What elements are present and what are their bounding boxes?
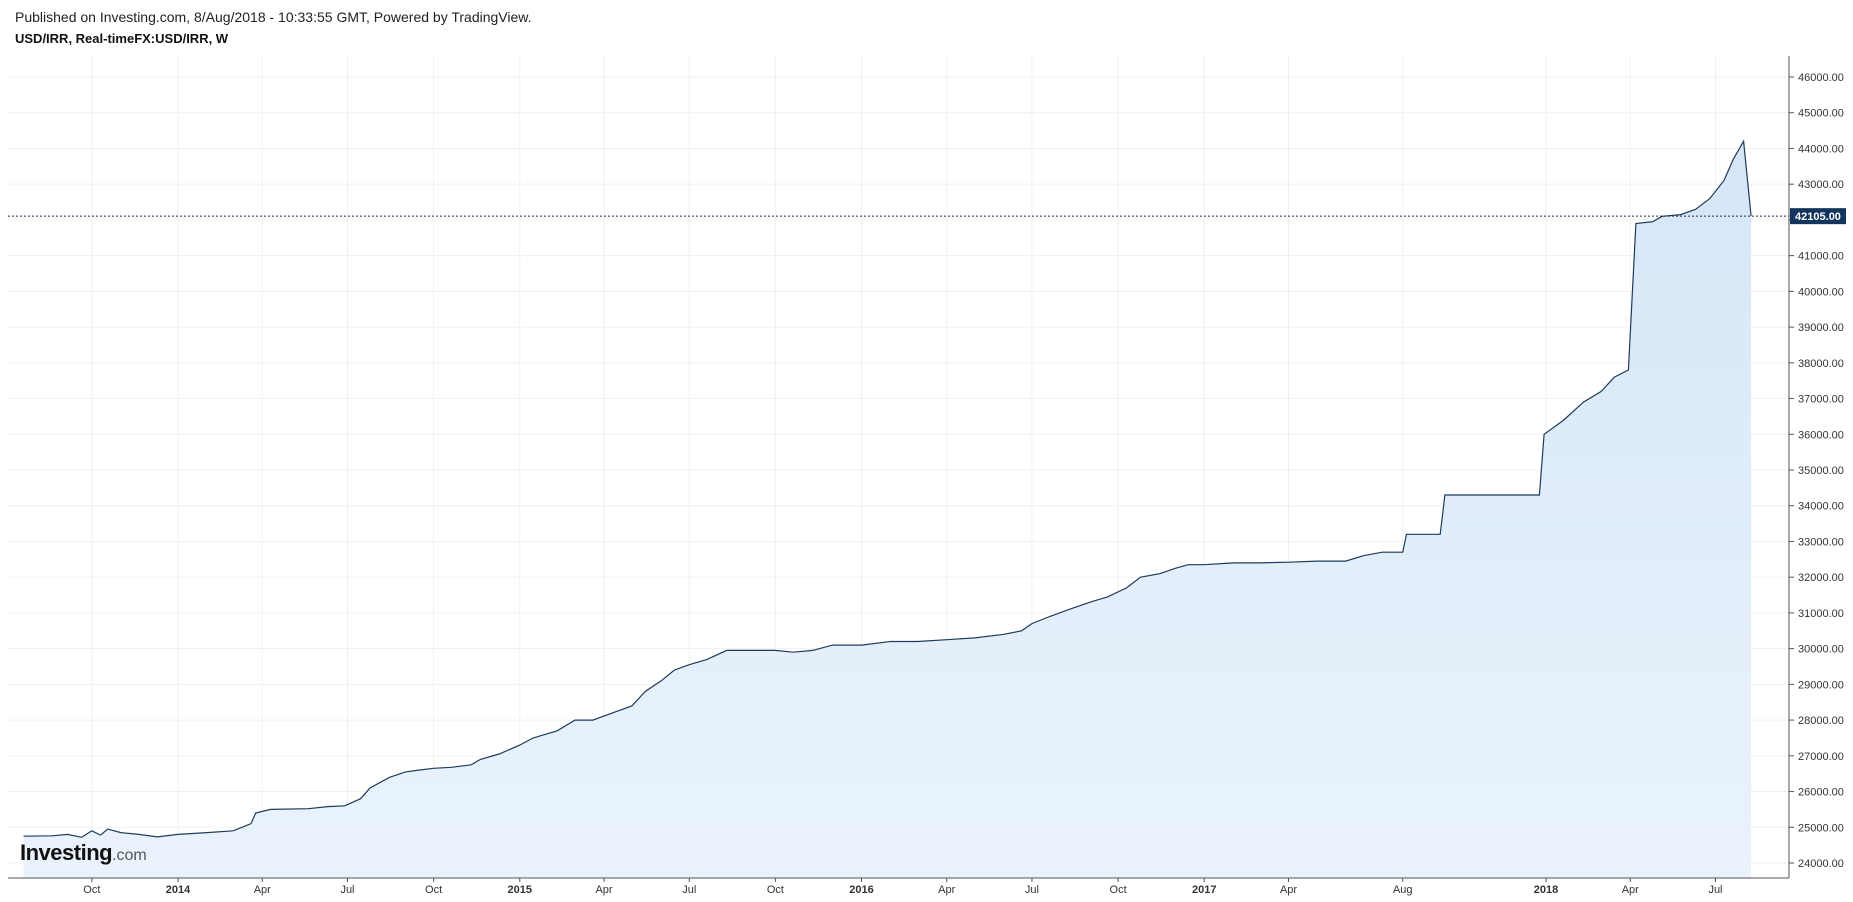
y-tick-label: 32000.00 xyxy=(1798,572,1844,584)
y-tick-label: 45000.00 xyxy=(1798,108,1844,120)
y-tick-label: 44000.00 xyxy=(1798,143,1844,155)
y-tick-label: 25000.00 xyxy=(1798,822,1844,834)
x-tick-label: Oct xyxy=(83,884,100,896)
published-info: Published on Investing.com, 8/Aug/2018 -… xyxy=(15,9,532,25)
y-tick-label: 34000.00 xyxy=(1798,501,1844,513)
series-line xyxy=(23,139,1752,838)
y-tick-label: 39000.00 xyxy=(1798,322,1844,334)
y-tick-label: 40000.00 xyxy=(1798,286,1844,298)
y-tick-label: 27000.00 xyxy=(1798,751,1844,763)
y-tick-label: 35000.00 xyxy=(1798,465,1844,477)
x-tick-label: 2015 xyxy=(508,884,532,896)
chart-header: Published on Investing.com, 8/Aug/2018 -… xyxy=(15,8,532,48)
y-tick-label: 24000.00 xyxy=(1798,858,1844,870)
y-tick-label: 36000.00 xyxy=(1798,429,1844,441)
x-axis: Oct 2014 Apr Jul Oct 2015 Apr Jul Oct 2016 Apr Jul O… xyxy=(8,877,1789,896)
y-tick-label: 41000.00 xyxy=(1798,251,1844,263)
y-tick-label: 33000.00 xyxy=(1798,536,1844,548)
x-tick-label: 2018 xyxy=(1534,884,1558,896)
x-tick-label: Jul xyxy=(682,884,696,896)
logo-suffix: .com xyxy=(112,847,147,864)
logo-text: Investing xyxy=(20,840,113,865)
x-tick-label: 2014 xyxy=(166,884,191,896)
y-tick-label: 30000.00 xyxy=(1798,644,1844,656)
x-tick-label: Jul xyxy=(1025,884,1039,896)
y-tick-label: 31000.00 xyxy=(1798,608,1844,620)
x-tick-label: Jul xyxy=(340,884,354,896)
x-tick-label: 2017 xyxy=(1192,884,1216,896)
x-tick-label: Oct xyxy=(1110,884,1127,896)
y-axis: 24000.00 25000.00 26000.00 27000.00 28000.00… xyxy=(1788,56,1844,878)
x-tick-label: Oct xyxy=(425,884,442,896)
x-tick-label: Apr xyxy=(1622,884,1639,896)
x-tick-label: Jul xyxy=(1708,884,1722,896)
x-tick-label: 2016 xyxy=(849,884,873,896)
y-tick-label: 43000.00 xyxy=(1798,179,1844,191)
y-tick-label: 37000.00 xyxy=(1798,394,1844,406)
x-tick-label: Apr xyxy=(595,884,612,896)
y-tick-label: 28000.00 xyxy=(1798,715,1844,727)
y-tick-label: 38000.00 xyxy=(1798,358,1844,370)
x-tick-label: Apr xyxy=(938,884,955,896)
y-tick-label: 46000.00 xyxy=(1798,72,1844,84)
y-tick-label: 26000.00 xyxy=(1798,787,1844,799)
investing-logo: Investing.com xyxy=(20,840,147,866)
area-layer xyxy=(23,139,1752,879)
last-price-layer: 42105.00 xyxy=(8,208,1846,225)
last-price-badge xyxy=(1790,208,1846,225)
x-tick-label: Apr xyxy=(1280,884,1297,896)
symbol-title: USD/IRR, Real-timeFX:USD/IRR, W xyxy=(15,31,229,46)
x-tick-label: Aug xyxy=(1393,884,1413,896)
series-area xyxy=(23,141,1752,879)
last-price-label: 42105.00 xyxy=(1795,211,1841,223)
y-tick-label: 29000.00 xyxy=(1798,679,1844,691)
x-tick-label: Apr xyxy=(254,884,271,896)
x-tick-label: Oct xyxy=(767,884,784,896)
